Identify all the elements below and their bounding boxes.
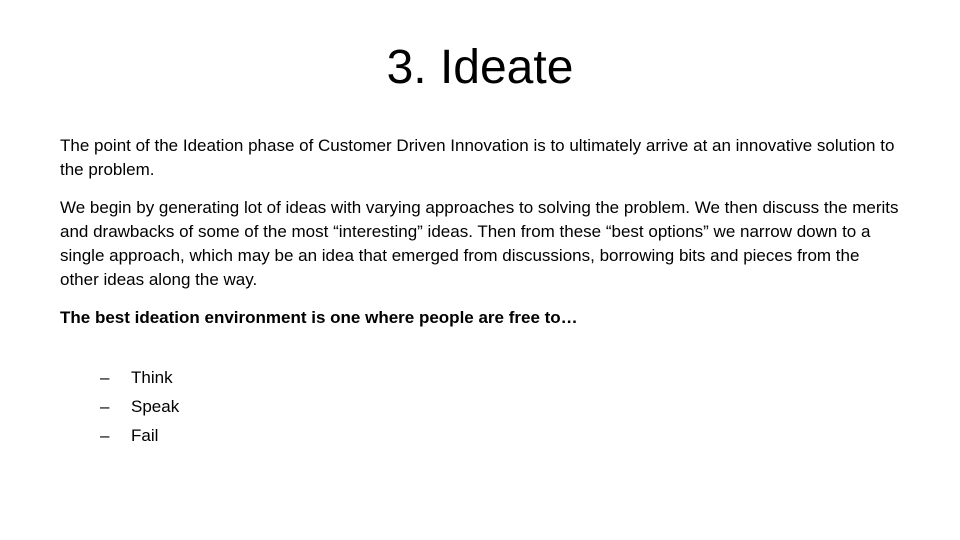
slide-body: The point of the Ideation phase of Custo… (60, 134, 900, 450)
dash-bullet-icon: – (100, 368, 110, 387)
list-item-label: Speak (131, 397, 180, 416)
emphasis-statement: The best ideation environment is one whe… (60, 308, 578, 327)
list-item: – Think (100, 363, 900, 392)
slide-title: 3. Ideate (386, 41, 574, 94)
list-item: – Fail (100, 421, 900, 450)
list-item: – Speak (100, 392, 900, 421)
freedom-list: – Think – Speak – Fail (60, 363, 900, 450)
dash-bullet-icon: – (100, 397, 110, 416)
list-item-label: Fail (131, 426, 159, 445)
process-paragraph: We begin by generating lot of ideas with… (60, 198, 899, 289)
dash-bullet-icon: – (100, 426, 110, 445)
list-item-label: Think (131, 368, 173, 387)
intro-paragraph: The point of the Ideation phase of Custo… (60, 136, 895, 179)
